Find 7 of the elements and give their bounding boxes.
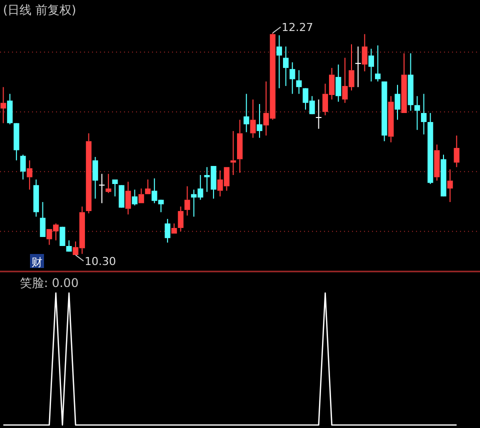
chart-title: 笑脸: 0.00	[20, 276, 79, 290]
price-note: 12.27	[272, 21, 314, 34]
note: 财	[30, 254, 44, 269]
chart-title: (日线 前复权)	[3, 3, 76, 17]
annotation: 10.30	[84, 255, 116, 268]
price-note: 10.30	[75, 254, 116, 268]
annotation: 12.27	[282, 21, 314, 34]
